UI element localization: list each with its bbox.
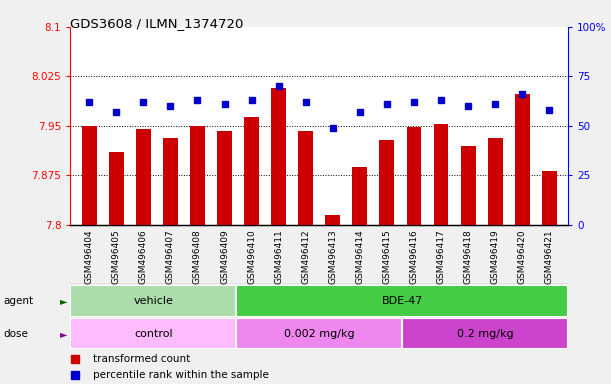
Text: GSM496406: GSM496406 xyxy=(139,229,148,284)
Bar xyxy=(461,146,475,225)
Text: 0.2 mg/kg: 0.2 mg/kg xyxy=(457,329,514,339)
Text: GSM496408: GSM496408 xyxy=(193,229,202,284)
Bar xyxy=(109,152,123,225)
Text: GSM496421: GSM496421 xyxy=(545,229,554,284)
Text: GSM496417: GSM496417 xyxy=(436,229,445,284)
Bar xyxy=(353,167,367,225)
Text: ►: ► xyxy=(60,329,67,339)
Bar xyxy=(379,140,394,225)
Text: GSM496407: GSM496407 xyxy=(166,229,175,284)
Bar xyxy=(406,127,422,225)
Text: GSM496419: GSM496419 xyxy=(491,229,500,284)
Bar xyxy=(244,117,259,225)
Text: GSM496404: GSM496404 xyxy=(85,229,93,284)
Text: BDE-47: BDE-47 xyxy=(381,296,423,306)
Bar xyxy=(236,318,402,349)
Bar xyxy=(70,285,236,317)
Text: GSM496415: GSM496415 xyxy=(382,229,392,284)
Text: GSM496410: GSM496410 xyxy=(247,229,256,284)
Text: ►: ► xyxy=(60,296,67,306)
Text: control: control xyxy=(134,329,172,339)
Bar xyxy=(542,170,557,225)
Text: GSM496413: GSM496413 xyxy=(328,229,337,284)
Text: GSM496414: GSM496414 xyxy=(356,229,364,284)
Text: GSM496412: GSM496412 xyxy=(301,229,310,284)
Bar xyxy=(236,285,568,317)
Text: GSM496409: GSM496409 xyxy=(220,229,229,284)
Text: GSM496405: GSM496405 xyxy=(112,229,121,284)
Bar xyxy=(271,88,286,225)
Bar xyxy=(136,129,151,225)
Bar xyxy=(298,131,313,225)
Text: vehicle: vehicle xyxy=(133,296,173,306)
Text: 0.002 mg/kg: 0.002 mg/kg xyxy=(284,329,354,339)
Text: GSM496420: GSM496420 xyxy=(518,229,527,284)
Text: dose: dose xyxy=(3,329,28,339)
Bar xyxy=(70,318,236,349)
Bar xyxy=(190,126,205,225)
Text: GDS3608 / ILMN_1374720: GDS3608 / ILMN_1374720 xyxy=(70,17,244,30)
Text: percentile rank within the sample: percentile rank within the sample xyxy=(93,370,269,380)
Bar xyxy=(217,131,232,225)
Bar xyxy=(402,318,568,349)
Bar xyxy=(82,126,97,225)
Bar xyxy=(434,124,448,225)
Bar xyxy=(515,94,530,225)
Text: GSM496411: GSM496411 xyxy=(274,229,283,284)
Bar xyxy=(488,137,503,225)
Text: agent: agent xyxy=(3,296,33,306)
Text: GSM496416: GSM496416 xyxy=(409,229,419,284)
Bar xyxy=(163,137,178,225)
Bar xyxy=(325,215,340,225)
Text: transformed count: transformed count xyxy=(93,354,190,364)
Text: GSM496418: GSM496418 xyxy=(464,229,472,284)
